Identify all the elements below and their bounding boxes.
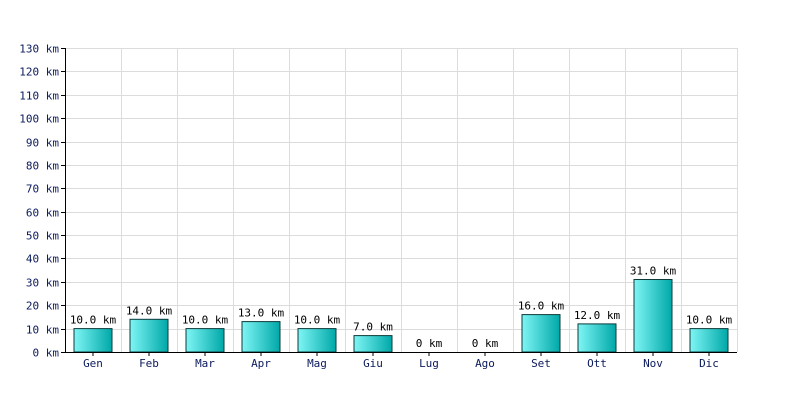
bars <box>73 279 729 353</box>
y-tick-label: 60 km <box>26 207 59 220</box>
data-label: 14.0 km <box>126 304 173 317</box>
data-label: 13.0 km <box>238 307 285 320</box>
y-tick-label: 120 km <box>19 66 59 79</box>
data-label: 0 km <box>472 337 499 350</box>
bar-mar <box>185 328 225 353</box>
axes <box>61 48 737 356</box>
bar-nov <box>633 279 673 353</box>
y-tick-label: 130 km <box>19 43 59 56</box>
x-tick-label: Apr <box>251 357 271 370</box>
data-label: 10.0 km <box>686 314 733 327</box>
y-tick-label: 100 km <box>19 113 59 126</box>
x-tick-label: Lug <box>419 357 439 370</box>
data-label: 12.0 km <box>574 309 621 322</box>
data-label: 10.0 km <box>182 314 229 327</box>
bar-set <box>521 314 561 353</box>
x-tick-label: Nov <box>643 357 663 370</box>
x-tick-label: Gen <box>83 357 103 370</box>
y-tick-label: 110 km <box>19 90 59 103</box>
bar-apr <box>241 321 281 353</box>
bar-dic <box>689 328 729 353</box>
data-label: 10.0 km <box>70 314 117 327</box>
x-tick-label: Feb <box>139 357 159 370</box>
y-tick-label: 40 km <box>26 253 59 266</box>
bar-giu <box>353 335 393 353</box>
y-tick-label: 0 km <box>33 347 60 360</box>
data-label: 16.0 km <box>518 300 565 313</box>
data-label: 0 km <box>416 337 443 350</box>
x-tick-label: Set <box>531 357 551 370</box>
x-tick-label: Dic <box>699 357 719 370</box>
data-label: 7.0 km <box>353 321 393 334</box>
bar-feb <box>129 318 169 353</box>
data-label: 31.0 km <box>630 265 677 278</box>
y-tick-label: 70 km <box>26 183 59 196</box>
y-tick-label: 20 km <box>26 300 59 313</box>
y-tick-label: 80 km <box>26 160 59 173</box>
x-tick-label: Giu <box>363 357 383 370</box>
bar-mag <box>297 328 337 353</box>
y-tick-label: 90 km <box>26 137 59 150</box>
x-tick-label: Mar <box>195 357 215 370</box>
x-tick-label: Ago <box>475 357 495 370</box>
bar-gen <box>73 328 113 353</box>
y-tick-label: 10 km <box>26 324 59 337</box>
y-tick-label: 50 km <box>26 230 59 243</box>
x-tick-label: Ott <box>587 357 607 370</box>
bar-ott <box>577 323 617 353</box>
labels: 0 km 10 km 20 km 30 km 40 km 50 km 60 km 70 km 8… <box>19 43 732 371</box>
data-label: 10.0 km <box>294 314 341 327</box>
x-tick-label: Mag <box>307 357 327 370</box>
y-tick-label: 30 km <box>26 277 59 290</box>
grid <box>65 48 738 352</box>
